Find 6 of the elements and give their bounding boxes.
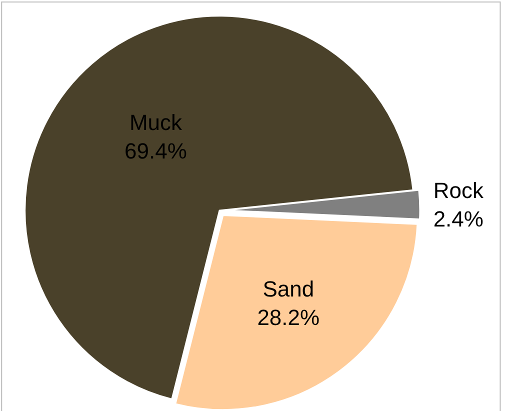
slice-label: Muck	[129, 110, 184, 136]
slice-label: Sand	[262, 276, 314, 302]
slice-label: Rock	[433, 178, 484, 203]
data-label: 2.4%	[433, 206, 484, 232]
data-label: 69.4%	[124, 138, 187, 164]
data-label: 28.2%	[257, 305, 320, 330]
